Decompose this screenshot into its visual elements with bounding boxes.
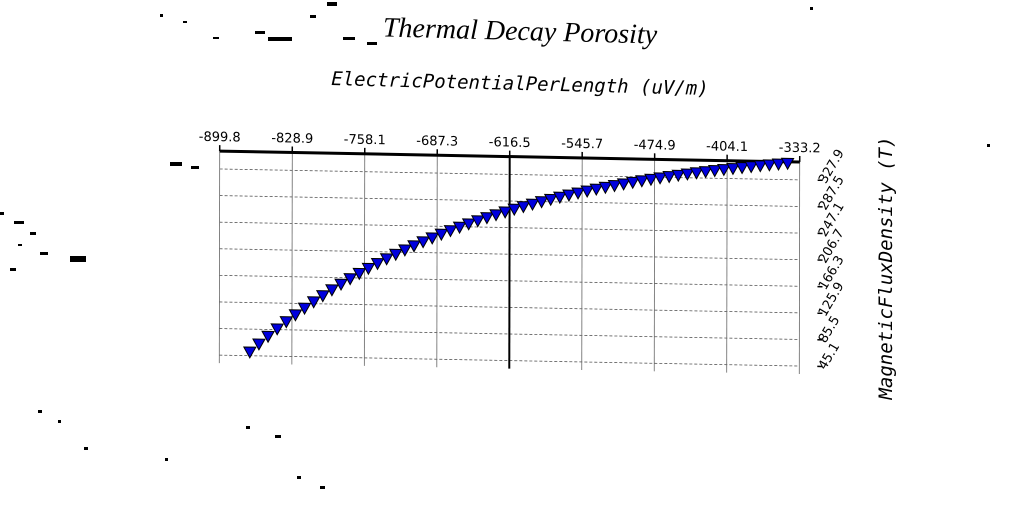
data-point <box>616 178 631 191</box>
data-point <box>470 215 485 228</box>
data-point <box>388 248 403 262</box>
data-point <box>334 278 348 292</box>
data-point <box>498 206 513 219</box>
data-point <box>279 316 294 329</box>
data-point <box>407 240 421 253</box>
data-point <box>780 157 795 171</box>
data-point <box>571 187 585 200</box>
y-tick-label: 45.1 <box>816 340 843 373</box>
data-point <box>662 170 677 184</box>
data-point <box>744 161 759 174</box>
data-point <box>562 189 576 202</box>
data-point <box>534 196 549 209</box>
data-point <box>325 284 339 297</box>
data-point <box>726 162 740 176</box>
data-point <box>297 302 312 316</box>
x-tick-label: -758.1 <box>344 132 386 148</box>
data-point <box>242 346 257 359</box>
data-point <box>671 169 686 183</box>
data-point <box>461 218 476 231</box>
data-point <box>707 164 722 178</box>
x-tick-label: -616.5 <box>489 135 531 151</box>
data-point <box>735 161 749 175</box>
data-point <box>288 309 303 322</box>
data-point <box>252 338 266 351</box>
data-point <box>635 175 649 188</box>
data-point <box>443 225 458 238</box>
data-point <box>516 201 531 214</box>
data-point <box>717 163 731 177</box>
data-point <box>434 228 449 242</box>
vertical-gridlines <box>218 151 801 375</box>
data-point <box>398 244 412 257</box>
data-point <box>598 181 613 195</box>
x-tick-label: -333.2 <box>779 141 821 157</box>
plot-area: -899.8 -828.9 -758.1 -687.3 -616.5 -545.7 -474… <box>199 130 848 375</box>
data-point <box>525 198 540 212</box>
x-tick-label: -828.9 <box>271 131 313 147</box>
data-point <box>379 253 394 266</box>
data-point <box>315 290 330 303</box>
data-point <box>607 180 622 193</box>
data-point <box>543 193 558 207</box>
data-point <box>261 330 275 344</box>
data-point <box>762 159 777 172</box>
data-point <box>352 267 367 281</box>
data-point <box>507 203 522 217</box>
data-point <box>306 296 321 309</box>
y-tick-label: 85.5 <box>816 313 843 346</box>
data-point <box>416 236 430 249</box>
data-point <box>580 185 595 198</box>
data-point <box>370 257 385 271</box>
x-tick-label: -404.1 <box>706 139 748 155</box>
data-points <box>242 157 795 359</box>
data-point <box>689 167 704 180</box>
chart-title: Thermal Decay Porosity <box>383 12 659 50</box>
data-point <box>552 191 567 205</box>
data-point <box>698 166 713 179</box>
data-point <box>589 183 604 197</box>
data-point <box>480 212 494 225</box>
y-axis-label: MagneticFluxDensity (T) <box>875 136 897 400</box>
data-point <box>361 262 376 276</box>
data-point <box>644 173 658 187</box>
x-tick-label: -687.3 <box>416 134 458 150</box>
data-point <box>489 209 503 222</box>
x-axis-label: ElectricPotentialPerLength (uV/m) <box>331 68 709 100</box>
data-point <box>343 273 358 286</box>
x-tick-label: -899.8 <box>199 130 241 146</box>
x-tick-label: -545.7 <box>561 137 603 153</box>
data-point <box>753 160 768 173</box>
data-point <box>452 221 467 235</box>
scatter-decoration <box>0 2 990 489</box>
data-point <box>425 232 440 245</box>
data-point <box>680 168 695 181</box>
x-tick-label: -474.9 <box>634 138 676 154</box>
data-point <box>625 176 640 190</box>
data-point <box>653 172 667 185</box>
data-point <box>771 158 786 171</box>
data-point <box>270 323 285 336</box>
x-axis-ticks: -899.8 -828.9 -758.1 -687.3 -616.5 -545.7 -474… <box>199 130 821 163</box>
